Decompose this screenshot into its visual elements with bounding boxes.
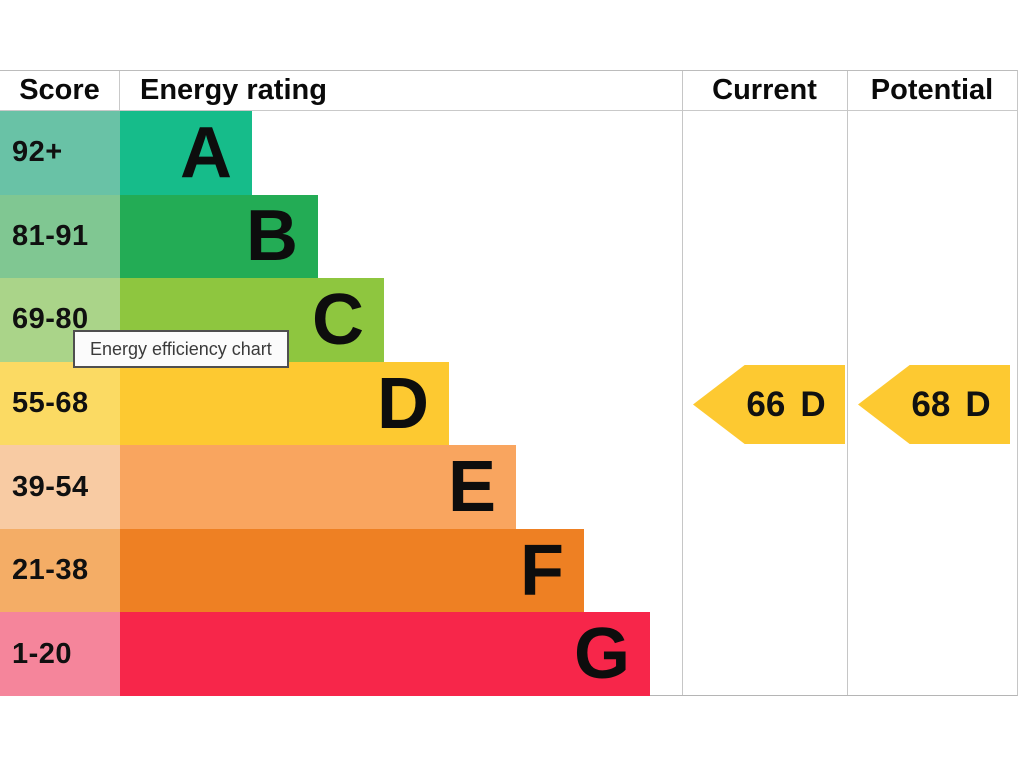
band-row-a: 92+ A — [0, 111, 1017, 195]
band-row-f: 21-38 F — [0, 528, 1017, 613]
tooltip-text: Energy efficiency chart — [90, 338, 272, 359]
score-range-d: 55-68 — [0, 361, 120, 446]
band-bar-e: E — [120, 445, 516, 529]
rating-bands: 92+ A 81-91 B 69-80 C 55-68 D 39-54 E 21-38 F 1-20 G — [0, 111, 1017, 697]
band-bar-f: F — [120, 528, 584, 613]
potential-score-value: 68 — [911, 384, 951, 424]
band-bar-d: D — [120, 361, 449, 446]
band-bar-b: B — [120, 194, 318, 279]
band-row-b: 81-91 B — [0, 194, 1017, 279]
current-column-divider — [682, 71, 683, 695]
score-range-g: 1-20 — [0, 612, 120, 697]
header-current: Current — [712, 74, 817, 106]
score-range-e: 39-54 — [0, 445, 120, 529]
energy-efficiency-chart[interactable]: Score Energy rating Current Potential 92… — [0, 70, 1018, 697]
hover-tooltip: Energy efficiency chart — [73, 330, 289, 368]
current-rating-letter: D — [800, 384, 826, 424]
current-score-value: 66 — [746, 384, 786, 424]
score-range-f: 21-38 — [0, 528, 120, 613]
band-row-g: 1-20 G — [0, 612, 1017, 697]
chart-header-row: Score Energy rating Current Potential — [0, 71, 1017, 111]
band-bar-g: G — [120, 612, 650, 697]
header-score: Score — [0, 71, 120, 110]
potential-column-divider — [847, 71, 848, 695]
score-range-a: 92+ — [0, 111, 120, 195]
band-row-d: 55-68 D — [0, 361, 1017, 446]
band-row-e: 39-54 E — [0, 445, 1017, 529]
band-row-c: 69-80 C — [0, 278, 1017, 362]
header-energy-rating: Energy rating — [140, 74, 327, 106]
potential-rating-letter: D — [965, 384, 991, 424]
header-potential: Potential — [870, 74, 994, 106]
score-range-b: 81-91 — [0, 194, 120, 279]
band-bar-a: A — [120, 111, 252, 195]
